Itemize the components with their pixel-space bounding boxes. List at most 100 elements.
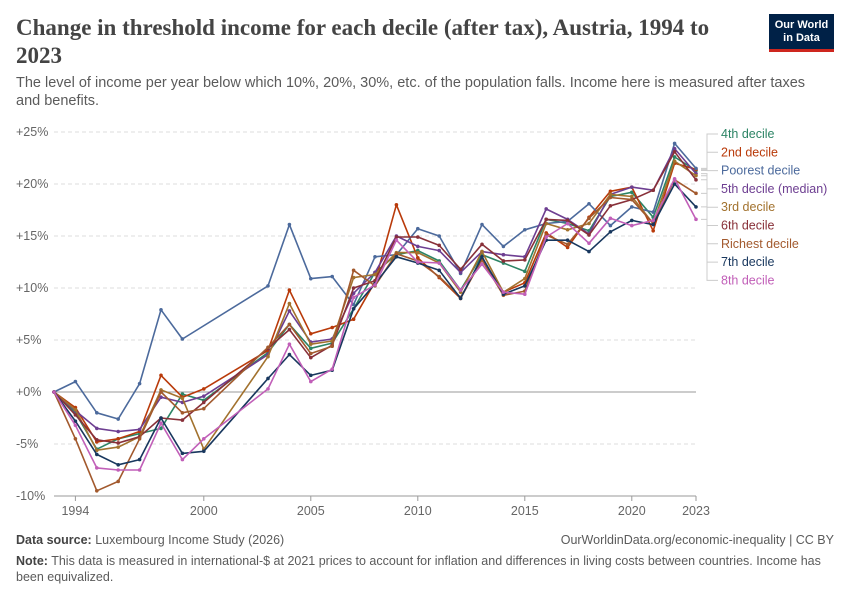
legend-label: 4th decile [721, 127, 775, 141]
data-point [266, 376, 270, 381]
data-point [159, 426, 163, 431]
data-point [630, 190, 634, 195]
data-point [73, 419, 78, 423]
data-point [159, 416, 163, 420]
data-point [180, 451, 185, 456]
data-point [694, 173, 698, 178]
data-point [309, 379, 313, 384]
legend-label: 5th decile (median) [721, 182, 827, 196]
data-point [73, 437, 78, 441]
data-point [523, 284, 527, 288]
data-point [458, 296, 463, 301]
legend-label: Richest decile [721, 237, 799, 251]
data-point [266, 387, 270, 391]
series-2nd-decile [52, 161, 698, 444]
data-point [373, 272, 377, 277]
series-line [53, 162, 697, 443]
data-point [95, 448, 99, 453]
data-point [351, 307, 356, 311]
data-point [565, 238, 570, 242]
grid-layer [54, 131, 696, 497]
data-point [651, 210, 655, 214]
y-tick-label: +0% [16, 385, 41, 399]
series-7th-decile [52, 182, 698, 467]
data-point [73, 423, 78, 428]
data-point [608, 189, 613, 194]
data-point [287, 322, 292, 327]
data-point [309, 355, 313, 360]
data-point [266, 345, 270, 350]
data-point [501, 259, 506, 263]
data-point [159, 308, 163, 312]
data-point [630, 218, 634, 223]
data-point [565, 242, 570, 247]
x-tick-label: 2005 [297, 504, 325, 518]
data-point [351, 295, 356, 300]
data-point [73, 379, 78, 384]
data-point [394, 235, 399, 239]
data-point [437, 268, 442, 273]
data-point [565, 218, 570, 223]
data-point [180, 396, 185, 401]
owid-logo[interactable]: Our World in Data [769, 14, 834, 52]
data-point [116, 463, 120, 467]
source-url-link[interactable]: OurWorldinData.org/economic-inequality |… [560, 533, 834, 547]
y-tick-label: -5% [16, 437, 38, 451]
y-tick-label: +25% [16, 125, 48, 139]
data-point [202, 387, 206, 391]
data-point [73, 407, 78, 412]
data-point [608, 223, 613, 228]
data-point [587, 221, 591, 226]
data-point [437, 248, 442, 253]
legend-layer: 4th decile 2nd decile Poorest decile 5th de… [701, 127, 827, 287]
y-tick-label: +10% [16, 281, 48, 295]
data-point [416, 250, 420, 255]
logo-line-2: in Data [783, 32, 820, 44]
data-point [694, 191, 698, 196]
data-point [394, 251, 399, 256]
data-point [137, 468, 142, 472]
data-point [287, 342, 292, 346]
data-point [480, 242, 484, 247]
series-line [53, 151, 697, 444]
data-point [116, 441, 120, 445]
legend-connector [701, 179, 718, 226]
data-point [116, 417, 120, 421]
data-point [351, 317, 356, 322]
data-point [480, 249, 484, 254]
legend-label: 2nd decile [721, 145, 778, 159]
data-point [694, 217, 698, 222]
data-point [523, 292, 527, 297]
data-point [608, 230, 613, 234]
data-point [608, 195, 613, 200]
data-point [437, 243, 442, 248]
data-point [523, 258, 527, 262]
x-tick-label: 2023 [682, 504, 710, 518]
data-point [458, 270, 463, 275]
data-point [351, 302, 356, 307]
data-point [330, 344, 335, 349]
axis-layer: -10% -5% +0% +5% +10% +15% +20% +25% 1994 2000 200… [16, 125, 710, 518]
data-point [202, 449, 206, 454]
legend-label: Poorest decile [721, 164, 800, 178]
y-tick-label: +5% [16, 333, 41, 347]
data-point [287, 301, 292, 306]
series-layer [52, 141, 698, 493]
data-point [137, 457, 142, 462]
data-point [501, 244, 506, 249]
data-point [394, 254, 399, 259]
legend-label: 3rd decile [721, 200, 775, 214]
data-point [287, 327, 292, 332]
data-point [587, 216, 591, 221]
x-tick-label: 2020 [618, 504, 646, 518]
data-point [608, 192, 613, 197]
data-point [416, 235, 420, 239]
data-point [523, 227, 527, 232]
data-point [137, 437, 142, 441]
data-point [694, 166, 698, 171]
legend-connector [701, 151, 718, 170]
data-point [565, 221, 570, 226]
data-point [587, 249, 591, 254]
series-line [53, 183, 697, 466]
